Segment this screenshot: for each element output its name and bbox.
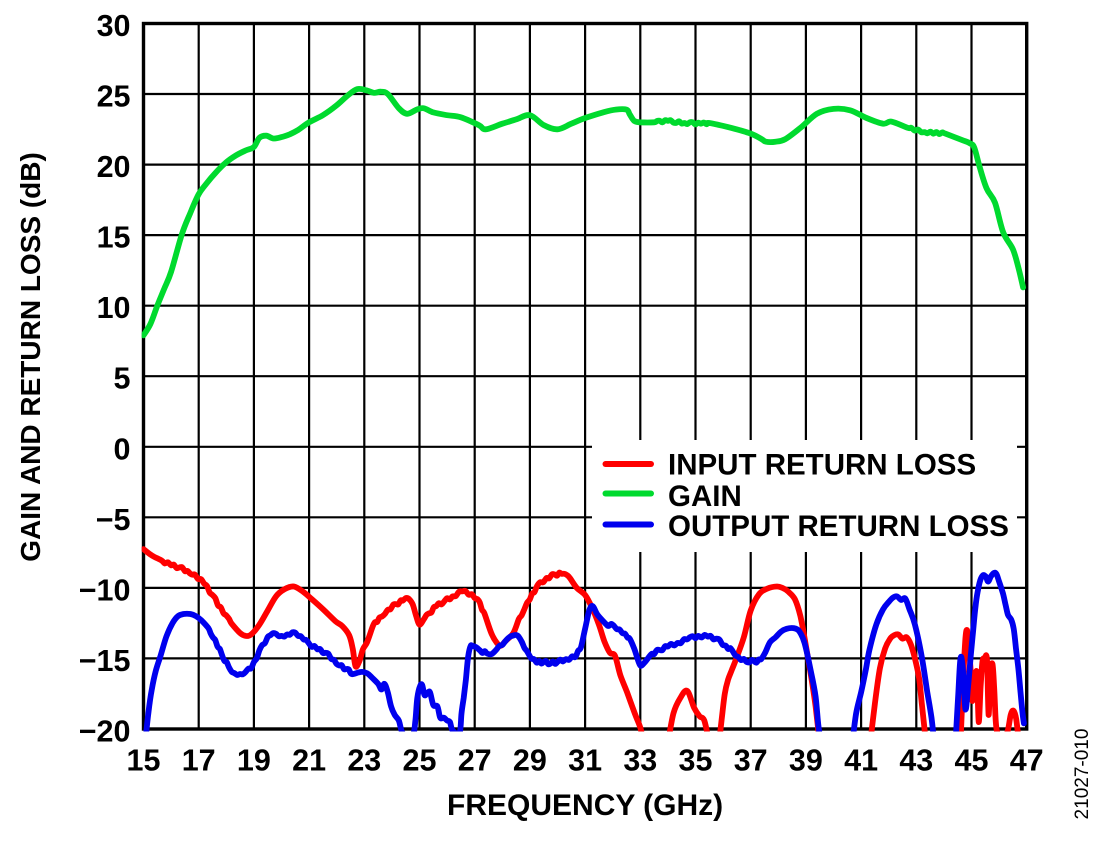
svg-text:19: 19 [237,744,271,778]
svg-text:30: 30 [97,9,131,43]
svg-text:20: 20 [97,150,131,184]
svg-text:OUTPUT RETURN LOSS: OUTPUT RETURN LOSS [668,510,1009,543]
svg-text:GAIN: GAIN [668,480,742,513]
svg-text:−15: −15 [79,644,131,678]
svg-text:23: 23 [347,744,381,778]
svg-text:17: 17 [182,744,216,778]
svg-text:15: 15 [97,221,131,255]
svg-text:47: 47 [1010,744,1044,778]
svg-text:GAIN AND RETURN LOSS (dB): GAIN AND RETURN LOSS (dB) [15,152,46,562]
svg-text:0: 0 [114,432,131,466]
svg-text:5: 5 [114,362,131,396]
svg-text:31: 31 [568,744,602,778]
svg-text:45: 45 [955,744,989,778]
svg-text:35: 35 [679,744,713,778]
svg-text:25: 25 [403,744,437,778]
svg-text:25: 25 [97,80,131,114]
svg-text:41: 41 [844,744,878,778]
svg-text:27: 27 [458,744,492,778]
svg-text:INPUT RETURN LOSS: INPUT RETURN LOSS [668,449,976,482]
svg-text:21: 21 [292,744,326,778]
svg-text:−5: −5 [96,503,131,537]
svg-text:15: 15 [127,744,161,778]
svg-text:37: 37 [734,744,768,778]
svg-text:29: 29 [513,744,547,778]
svg-text:−20: −20 [79,715,131,749]
svg-text:FREQUENCY (GHz): FREQUENCY (GHz) [447,789,723,822]
svg-text:21027-010: 21027-010 [1072,729,1093,820]
svg-text:10: 10 [97,291,131,325]
svg-text:−10: −10 [79,573,131,607]
svg-text:43: 43 [899,744,933,778]
svg-text:33: 33 [623,744,657,778]
svg-text:39: 39 [789,744,823,778]
